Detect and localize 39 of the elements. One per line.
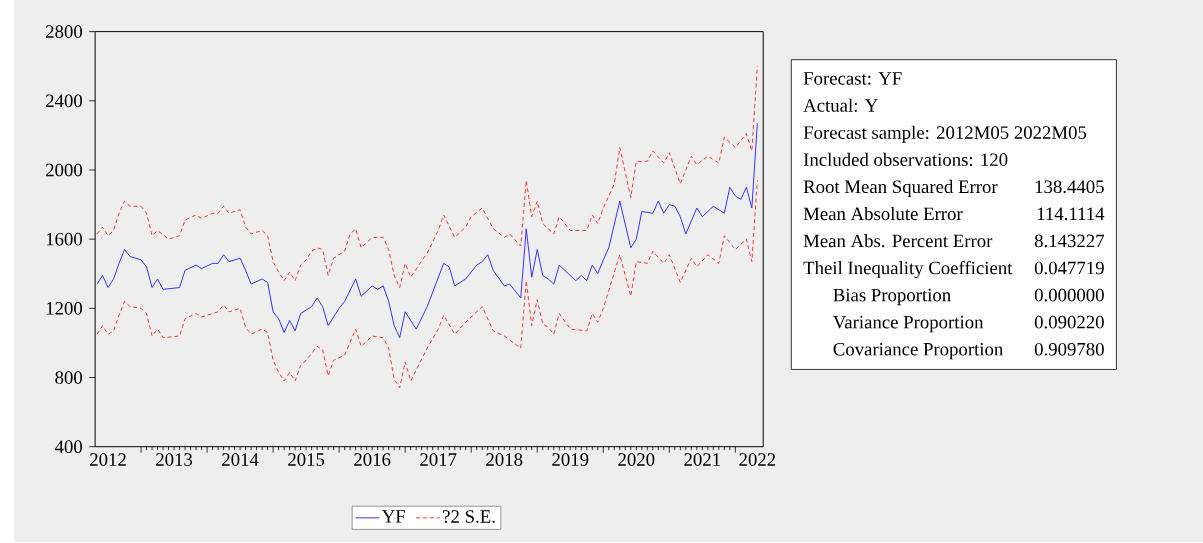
x-tick-label: 2019 [552,453,589,467]
text: 8.143227 [1034,234,1105,248]
line-series [96,123,758,339]
text: Actual: Y [803,98,878,113]
x-tick-label: 2016 [354,453,391,467]
legend-label: ?2 S.E. [443,510,495,524]
text: Bias Proportion [833,288,951,306]
text: 0.090220 [1034,316,1104,329]
x-tick-label: 2012 [90,453,126,467]
text: Forecast sample: 2012M05 2022M05 [803,125,1087,143]
text: 138.4405 [1035,180,1104,194]
y-tick-label: 2800 [46,25,83,39]
text: Covariance Proportion [833,343,1004,360]
text: Included observations: 120 [803,153,1008,167]
y-tick-label: 2000 [46,163,83,177]
legend-label: YF [381,510,406,523]
text: Root Mean Squared Error [803,180,998,198]
text: 0.000000 [1034,288,1104,302]
x-tick-label: 2022 [739,453,776,467]
text: Variance Proportion [833,316,984,333]
x-tick-label: 2021 [684,453,720,467]
y-tick-label: 1200 [46,302,83,315]
x-tick-label: 2020 [618,453,655,467]
x-tick-label: 2015 [288,453,325,467]
x-tick-label: 2014 [222,453,259,467]
text: Theil Inequality Coefficient [803,261,1013,279]
text: 0.047719 [1034,261,1104,275]
text: Mean Absolute Error [803,207,963,221]
text: 114.1114 [1037,207,1105,221]
x-tick-label: 2018 [486,453,523,467]
y-tick-label: 2400 [46,94,83,108]
text: 0.909780 [1034,343,1104,356]
x-tick-label: 2013 [156,453,193,467]
y-tick-label: 1600 [46,233,83,246]
y-tick-label: 400 [54,440,83,454]
y-tick-label: 800 [55,371,83,385]
text: Forecast: YF [803,72,902,86]
text: Mean Abs. Percent Error [803,234,993,248]
x-tick-label: 2017 [420,453,457,467]
